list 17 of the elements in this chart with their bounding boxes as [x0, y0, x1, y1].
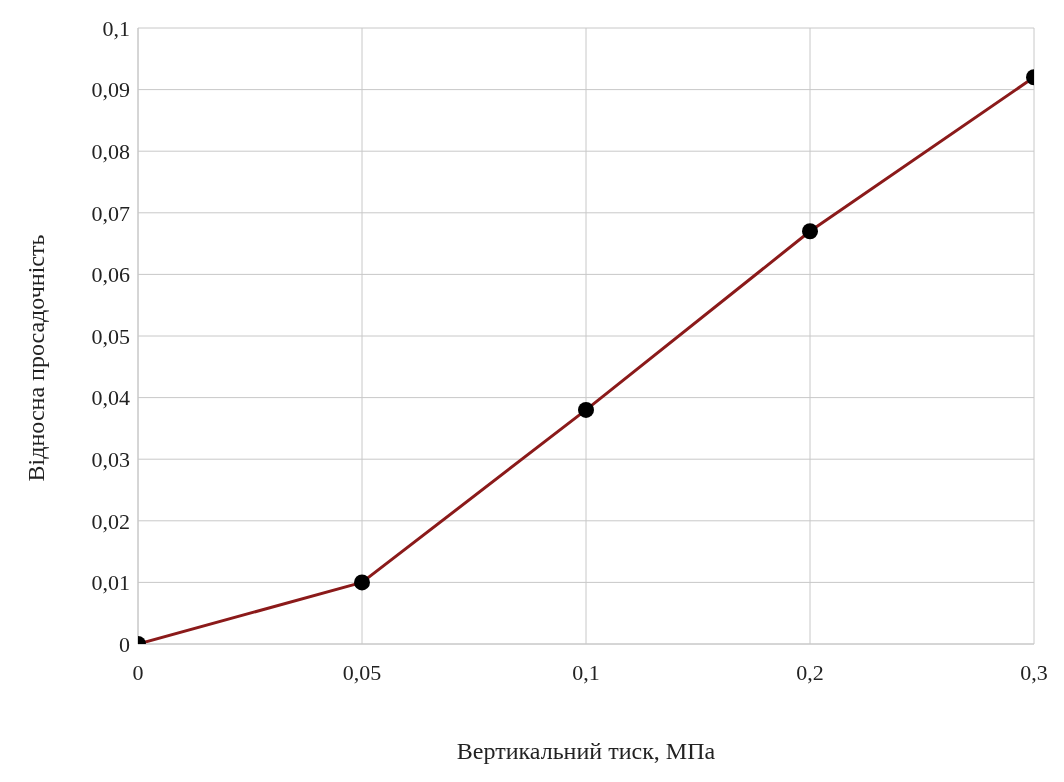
- x-tick-label: 0,2: [796, 659, 824, 685]
- x-tick-label: 0,05: [342, 659, 382, 685]
- y-tick-label: 0,08: [91, 139, 130, 165]
- y-tick-label: 0,07: [91, 200, 130, 226]
- y-tick-label: 0,1: [102, 15, 130, 41]
- y-tick-label: 0,05: [91, 323, 130, 349]
- y-tick-label: 0,04: [91, 385, 130, 411]
- x-tick-label: 0,3: [1020, 659, 1048, 685]
- y-tick-label: 0,02: [91, 508, 130, 534]
- y-tick-label: 0,06: [91, 262, 130, 288]
- y-tick-label: 0,03: [91, 447, 130, 473]
- y-tick-label: 0: [119, 631, 130, 657]
- x-axis-title: Вертикальний тиск, МПа: [455, 738, 717, 765]
- y-tick-label: 0,01: [91, 570, 130, 596]
- y-axis-title: Відносна просадочність: [22, 234, 50, 482]
- x-tick-label: 0,1: [572, 659, 600, 685]
- y-tick-label: 0,09: [91, 77, 130, 103]
